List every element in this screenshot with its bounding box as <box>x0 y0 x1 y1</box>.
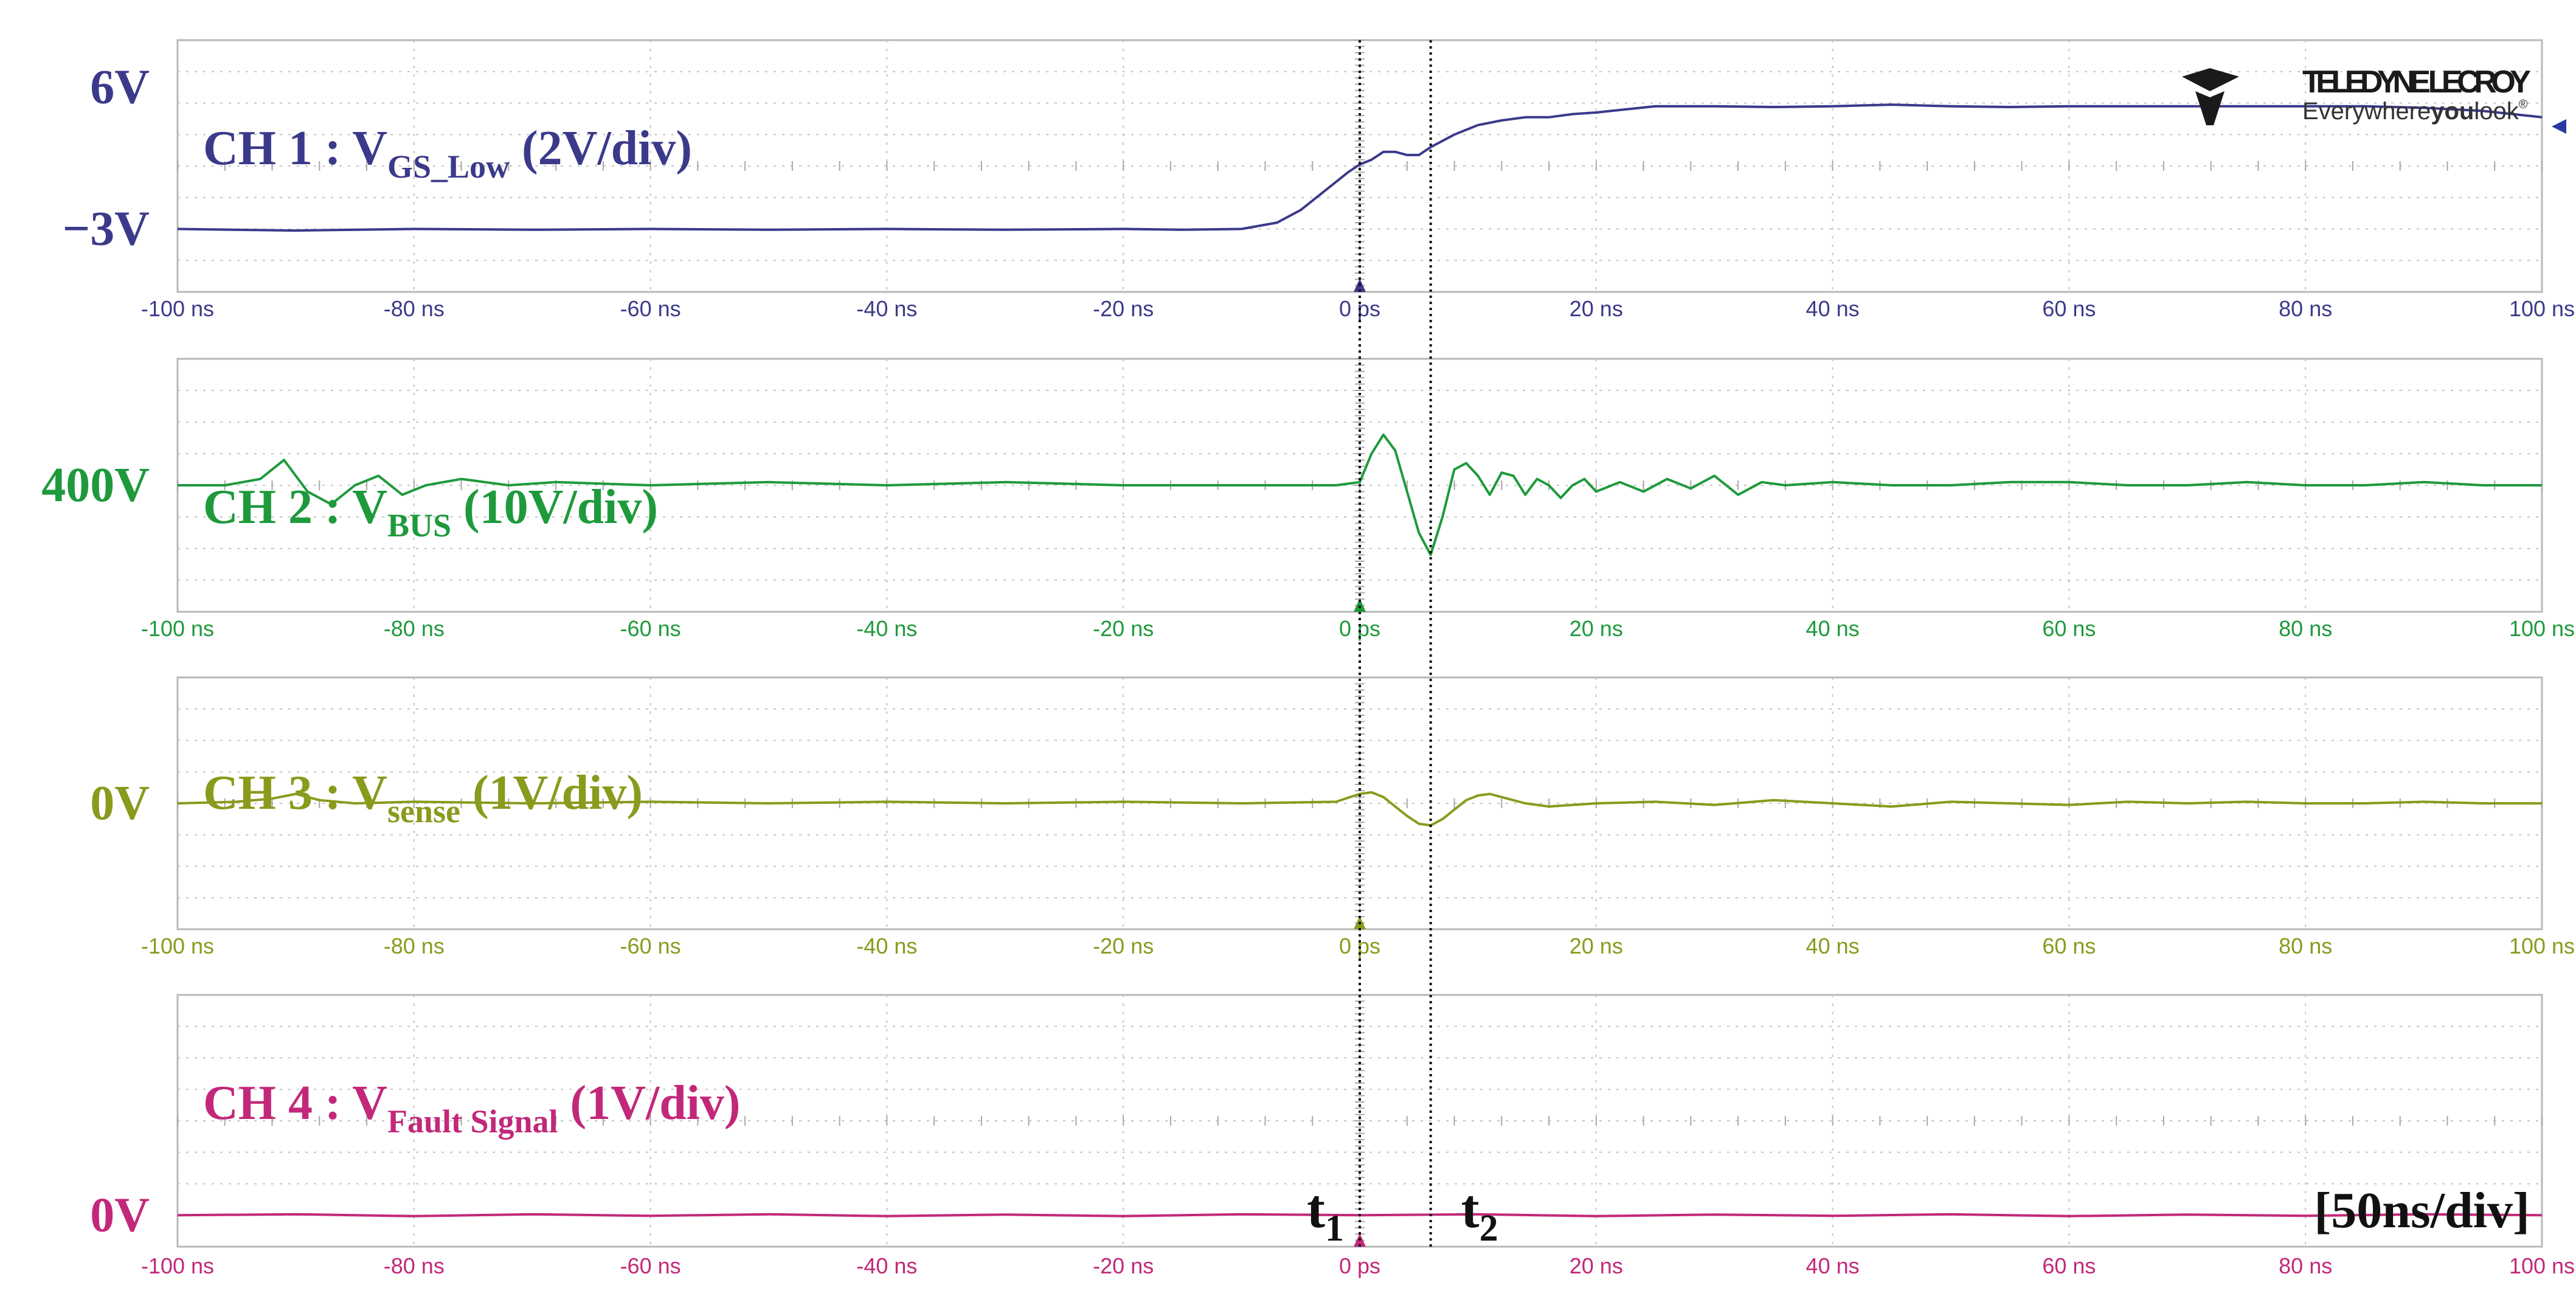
x-tick-label: -100 ns <box>141 933 214 958</box>
x-tick-label: -100 ns <box>141 1253 214 1278</box>
x-tick-label: 40 ns <box>1806 1253 1860 1278</box>
x-tick-label: -40 ns <box>856 296 917 321</box>
x-tick-label: -60 ns <box>620 1253 681 1278</box>
time-cursor-label: t2 <box>1461 1179 1498 1249</box>
x-tick-label: -20 ns <box>1093 933 1154 958</box>
x-tick-label: -40 ns <box>856 616 917 641</box>
x-tick-label: 100 ns <box>2509 616 2575 641</box>
x-tick-label: 20 ns <box>1570 1253 1623 1278</box>
x-tick-label: -80 ns <box>384 296 445 321</box>
channel-panel-3: -100 ns -80 ns -60 ns -40 ns -20 ns 0 ps 20 ns… <box>90 676 2575 958</box>
x-tick-label: -100 ns <box>141 296 214 321</box>
channel-title: CH 4 : VFault Signal (1V/div) <box>203 1076 741 1140</box>
channel-panel-1: -100 ns -80 ns -60 ns -40 ns -20 ns 0 ps 20 ns… <box>63 39 2575 321</box>
time-cursor-label: t1 <box>1307 1179 1344 1249</box>
x-tick-label: -80 ns <box>384 616 445 641</box>
x-tick-label: 40 ns <box>1806 616 1860 641</box>
trigger-marker <box>1354 598 1366 612</box>
x-tick-label: 60 ns <box>2042 296 2096 321</box>
x-tick-label: -80 ns <box>384 1253 445 1278</box>
level-label: 0V <box>90 1188 150 1242</box>
brand-tagline: Everywhereyoulook® <box>2302 98 2528 125</box>
x-tick-label: -60 ns <box>620 616 681 641</box>
waveform-trace <box>177 791 2542 827</box>
timebase-label: [50ns/div] <box>2314 1182 2530 1239</box>
x-tick-label: 20 ns <box>1570 296 1623 321</box>
x-tick-label: 40 ns <box>1806 296 1860 321</box>
center-axis-ticks <box>177 40 2543 293</box>
x-tick-label: -60 ns <box>620 933 681 958</box>
x-tick-label: -80 ns <box>384 933 445 958</box>
channel-panel-4: -100 ns -80 ns -60 ns -40 ns -20 ns 0 ps 20 ns… <box>90 994 2575 1278</box>
x-tick-label: -40 ns <box>856 1253 917 1278</box>
x-tick-label: -20 ns <box>1093 616 1154 641</box>
x-tick-label: -60 ns <box>620 296 681 321</box>
x-tick-label: 20 ns <box>1570 616 1623 641</box>
x-tick-label: 100 ns <box>2509 296 2575 321</box>
x-tick-label: 80 ns <box>2279 1253 2332 1278</box>
x-tick-label: 80 ns <box>2279 616 2332 641</box>
x-tick-label: 80 ns <box>2279 296 2332 321</box>
brand-name: TELEDYNE LECROY <box>2302 64 2531 100</box>
channel-title: CH 1 : VGS_Low (2V/div) <box>203 122 692 185</box>
offset-marker-ch1 <box>2552 119 2566 134</box>
x-tick-label: 60 ns <box>2042 616 2096 641</box>
x-tick-label: -20 ns <box>1093 296 1154 321</box>
x-tick-label: -100 ns <box>141 616 214 641</box>
x-tick-label: 80 ns <box>2279 933 2332 958</box>
x-tick-label: -20 ns <box>1093 1253 1154 1278</box>
level-label: 400V <box>41 459 150 512</box>
logo-mark <box>2182 68 2239 91</box>
x-tick-label: 20 ns <box>1570 933 1623 958</box>
x-tick-label: 60 ns <box>2042 1253 2096 1278</box>
x-tick-label: 100 ns <box>2509 933 2575 958</box>
x-tick-label: 40 ns <box>1806 933 1860 958</box>
waveform-trace <box>178 433 2542 556</box>
x-tick-label: -40 ns <box>856 933 917 958</box>
level-label: 6V <box>90 61 150 114</box>
channel-title: CH 3 : Vsense (1V/div) <box>203 766 643 829</box>
level-label: −3V <box>63 203 150 256</box>
channel-panel-2: -100 ns -80 ns -60 ns -40 ns -20 ns 0 ps 20 ns… <box>41 358 2575 641</box>
waveform-trace <box>177 103 2543 232</box>
logo-mark <box>2195 91 2225 125</box>
level-label: 0V <box>90 777 150 830</box>
channel-title: CH 2 : VBUS (10V/div) <box>203 480 658 544</box>
x-tick-label: 60 ns <box>2042 933 2096 958</box>
x-tick-label: 0 ps <box>1339 1253 1380 1278</box>
x-tick-label: 100 ns <box>2509 1253 2575 1278</box>
